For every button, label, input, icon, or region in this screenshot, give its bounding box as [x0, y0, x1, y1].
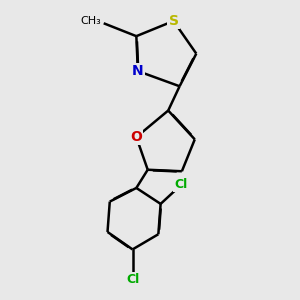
Text: N: N: [132, 64, 144, 78]
Text: Cl: Cl: [175, 178, 188, 191]
Text: O: O: [130, 130, 142, 144]
Text: Cl: Cl: [126, 272, 139, 286]
Text: CH₃: CH₃: [81, 16, 101, 26]
Text: S: S: [169, 14, 178, 28]
